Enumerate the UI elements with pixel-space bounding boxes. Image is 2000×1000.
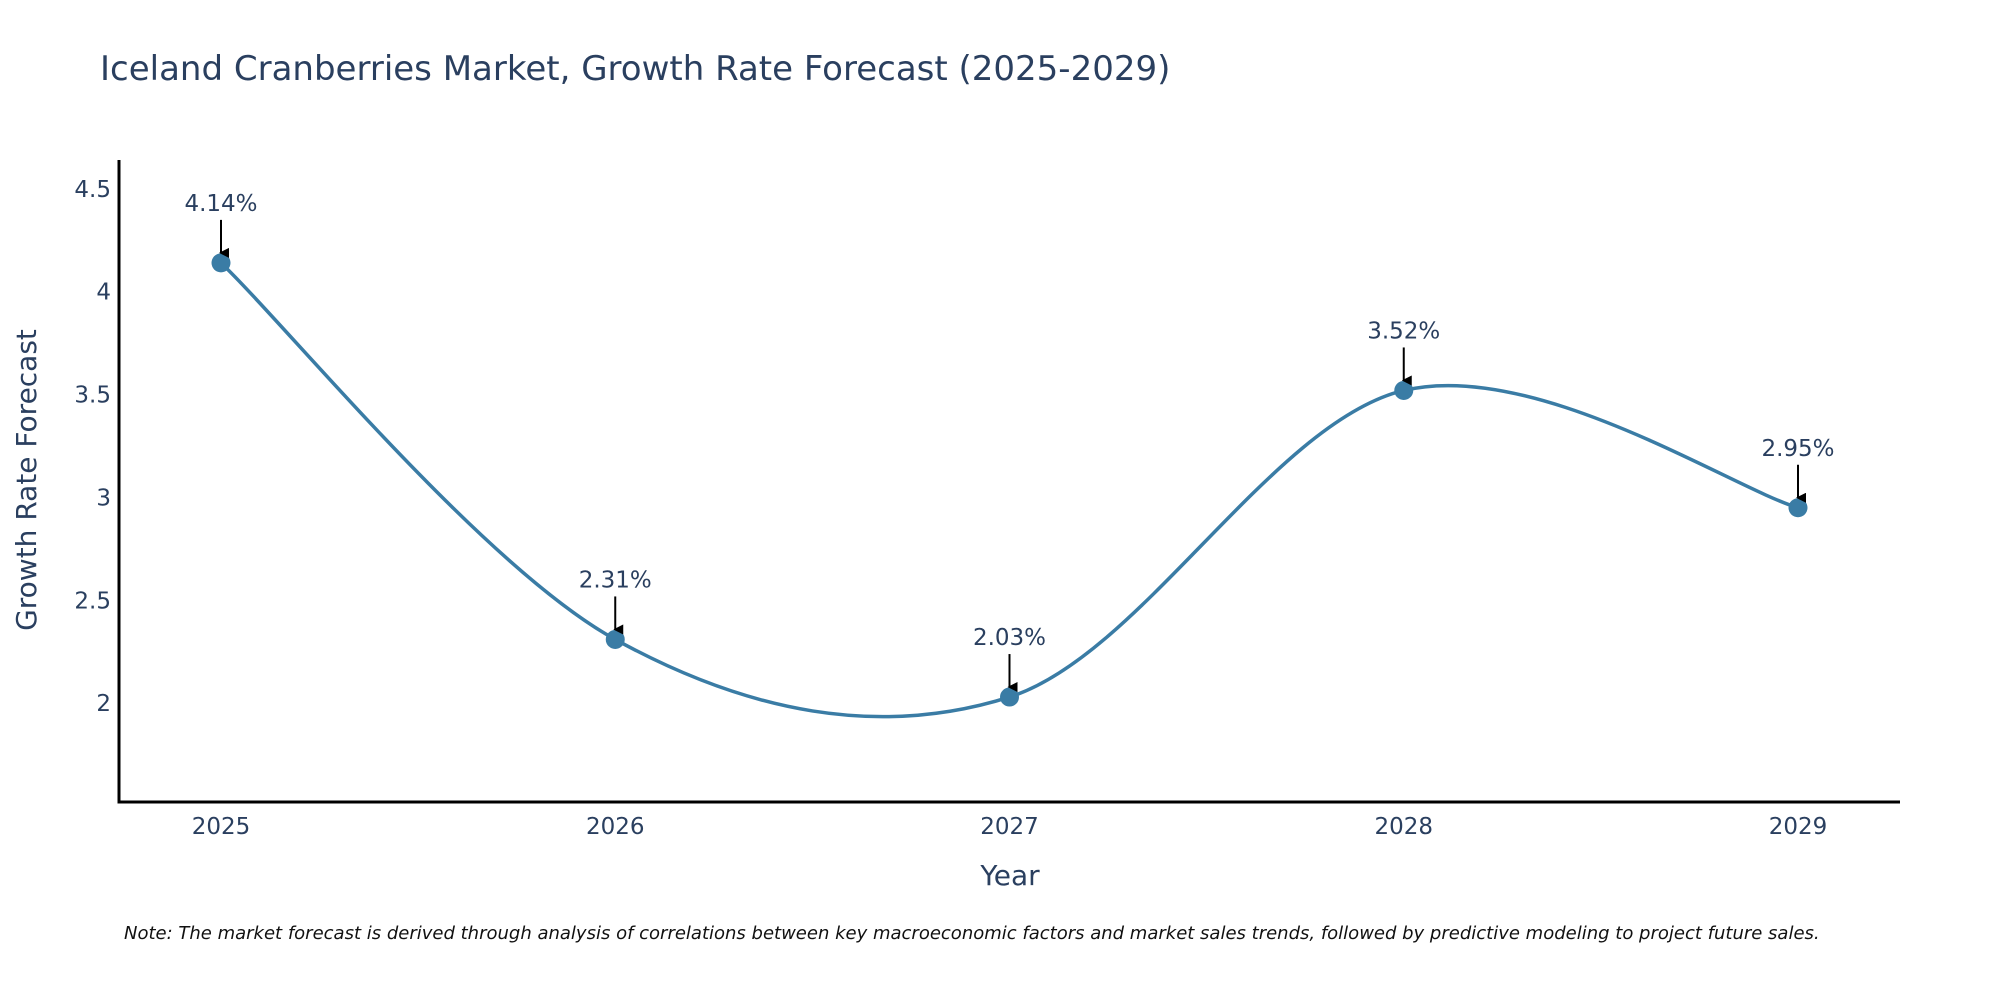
y-tick-label: 3 (96, 485, 111, 511)
data-point (211, 253, 231, 273)
data-point (1394, 380, 1414, 400)
x-tick-label: 2026 (586, 814, 645, 840)
data-label: 4.14% (184, 191, 257, 217)
data-label: 2.95% (1761, 436, 1834, 462)
data-point (1788, 498, 1808, 518)
y-tick-label: 4.5 (74, 177, 111, 203)
data-point (605, 629, 625, 649)
chart-title: Iceland Cranberries Market, Growth Rate … (100, 49, 1170, 89)
x-tick-label: 2025 (192, 814, 251, 840)
data-label: 2.31% (579, 567, 652, 593)
y-tick-label: 2.5 (74, 588, 111, 614)
x-axis-title: Year (979, 859, 1040, 892)
footnote: Note: The market forecast is derived thr… (124, 923, 1820, 944)
data-label: 3.52% (1367, 318, 1440, 344)
y-tick-label: 2 (96, 691, 111, 717)
data-label: 2.03% (973, 625, 1046, 651)
x-axis: 2025 2026 2027 2028 2029 (117, 800, 1900, 840)
y-axis-title: Growth Rate Forecast (10, 329, 43, 631)
x-tick-label: 2027 (980, 814, 1039, 840)
x-tick-label: 2029 (1769, 814, 1828, 840)
y-tick-label: 3.5 (74, 383, 111, 409)
series-growth-rate (211, 253, 1808, 719)
y-axis: 2 2.5 3 3.5 4 4.5 (74, 160, 121, 802)
data-point (1000, 687, 1019, 707)
y-tick-label: 4 (96, 280, 111, 306)
data-labels: 4.14% 2.31% 2.03% 3.52% 2.95% (184, 191, 1835, 693)
x-tick-label: 2028 (1374, 814, 1433, 840)
